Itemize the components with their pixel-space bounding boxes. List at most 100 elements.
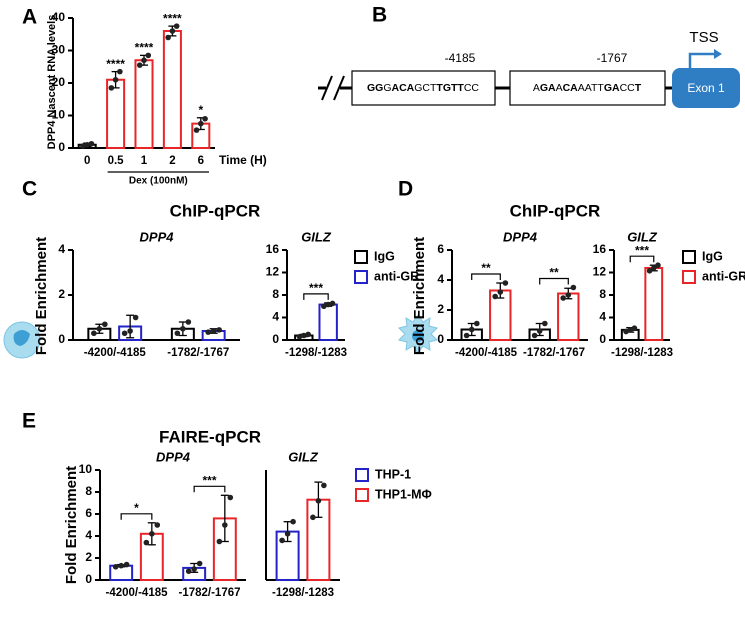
data-point: [185, 319, 192, 325]
data-point: [623, 328, 629, 335]
site-box: [351, 70, 496, 106]
legend-label: THP1-MΦ: [375, 487, 432, 501]
data-point: [123, 561, 130, 568]
data-point: [202, 115, 208, 122]
data-point: [631, 325, 638, 331]
data-point: [284, 531, 291, 537]
chart-title: ChIP-qPCR: [170, 201, 261, 220]
y-tick-label: 4: [58, 242, 65, 256]
data-point: [141, 57, 147, 64]
x-tick-label: -1298/-1283: [611, 347, 673, 359]
x-tick-label: -1298/-1283: [285, 347, 347, 359]
x-tick-label: -1782/-1767: [178, 587, 240, 599]
data-point: [463, 332, 470, 339]
data-point: [154, 522, 161, 528]
data-point: [121, 330, 128, 337]
y-axis-title: DPP4 Nascent RNA levels: [46, 15, 58, 150]
break-mark: [333, 75, 345, 101]
cell-icon: [3, 321, 41, 359]
data-point: [542, 320, 548, 327]
y-tick-label: 16: [593, 242, 607, 256]
x-tick-label: 2: [169, 155, 175, 167]
legend-swatch: [355, 488, 369, 502]
sequence-segment: CC: [620, 82, 636, 94]
y-axis-title: Fold Enrichment: [411, 237, 428, 355]
panel-letter: C: [22, 178, 37, 201]
data-point: [196, 560, 203, 567]
sequence-segment: A: [556, 82, 563, 94]
data-point: [325, 301, 331, 308]
significance-bracket: [471, 273, 501, 280]
significance-label: **: [549, 266, 559, 280]
data-point: [650, 265, 657, 271]
significance-label: **: [481, 261, 491, 275]
x-tick-label: -4200/-4185: [455, 347, 518, 359]
y-tick-label: 2: [58, 287, 65, 301]
bar: [134, 59, 154, 149]
data-point: [321, 482, 327, 489]
significance-label: ****: [163, 11, 182, 25]
bar: [557, 292, 580, 341]
panel-letter: E: [22, 410, 36, 433]
sequence: AGAACAAATTGACCT: [533, 82, 642, 94]
gene-title: GILZ: [301, 229, 332, 244]
y-tick-label: 16: [266, 242, 280, 256]
exon-label: Exon 1: [687, 81, 725, 95]
data-point: [627, 327, 634, 333]
gene-title: DPP4: [156, 449, 191, 464]
x-tick-label: 0.5: [108, 155, 125, 167]
data-point: [290, 518, 296, 525]
data-point: [531, 332, 538, 339]
data-point: [143, 539, 150, 546]
x-tick-label: -1298/-1283: [272, 587, 334, 599]
legend-swatch: [354, 250, 368, 264]
significance-label: ****: [135, 41, 154, 55]
significance-bracket: [193, 485, 226, 493]
y-tick-label: 40: [52, 10, 66, 24]
site-box: [509, 70, 666, 106]
chart-title: FAIRE-qPCR: [159, 427, 261, 446]
data-point: [112, 76, 119, 83]
sequence: GGGACAGCTTGTTCC: [367, 82, 479, 94]
x-tick-label: 1: [141, 155, 148, 167]
data-point: [216, 327, 222, 333]
legend-swatch: [354, 270, 368, 284]
significance-bracket: [303, 293, 329, 300]
y-tick-label: 0: [58, 140, 65, 154]
sequence-segment: G: [383, 82, 391, 94]
break-mark: [321, 75, 333, 101]
data-point: [305, 331, 311, 338]
data-point: [185, 568, 192, 574]
y-tick-label: 8: [272, 287, 279, 301]
bar: [318, 303, 338, 341]
sequence-segment: GA: [604, 82, 620, 94]
data-point: [570, 284, 577, 291]
significance-bracket: [120, 513, 153, 520]
data-point: [149, 531, 155, 537]
data-point: [193, 127, 200, 133]
y-tick-label: 0: [85, 572, 92, 586]
panel-letter: B: [372, 4, 387, 27]
data-point: [169, 28, 176, 34]
legend-label: IgG: [702, 249, 723, 263]
position-label: -1767: [597, 51, 628, 65]
cell-icon: [398, 314, 438, 354]
y-tick-label: 4: [85, 528, 92, 542]
chart-title: ChIP-qPCR: [510, 201, 601, 220]
break-gap: [326, 76, 340, 100]
y-tick-label: 6: [85, 506, 92, 520]
data-point: [222, 522, 228, 528]
y-tick-label: 2: [437, 302, 444, 316]
bar: [162, 30, 182, 149]
data-point: [205, 329, 211, 335]
data-point: [91, 330, 97, 337]
data-point: [118, 562, 124, 569]
data-point: [173, 23, 180, 29]
data-point: [321, 303, 327, 310]
x-tick-label: -4200/-4185: [105, 587, 168, 599]
group-label: Dex (100nM): [129, 176, 188, 187]
legend-swatch: [682, 270, 696, 284]
data-point: [560, 295, 566, 301]
y-tick-label: 12: [593, 265, 607, 279]
y-tick-label: 12: [266, 265, 280, 279]
